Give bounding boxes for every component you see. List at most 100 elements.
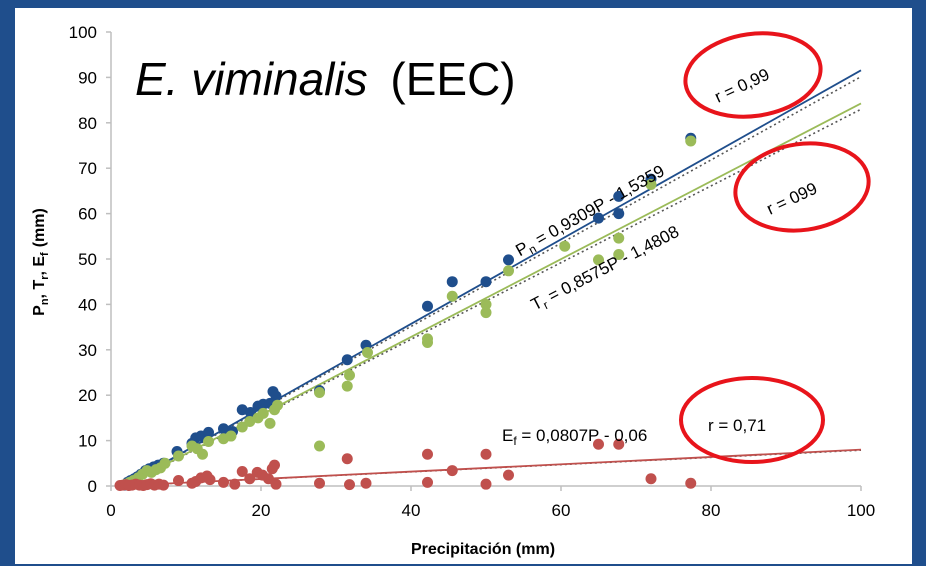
- point-ef: [480, 478, 492, 490]
- point-ef: [218, 476, 229, 488]
- point-tr: [225, 430, 237, 442]
- ylabel-e: E: [31, 256, 48, 267]
- point-pn: [613, 208, 625, 220]
- x-tick-label: 60: [552, 501, 571, 520]
- r-label-ef: r = 0,71: [708, 416, 766, 435]
- point-ef: [314, 477, 325, 489]
- title-species: E. viminalis: [135, 53, 368, 105]
- point-pn: [236, 404, 248, 416]
- y-tick-label: 50: [78, 250, 97, 269]
- point-tr: [685, 135, 697, 147]
- y-tick-label: 40: [78, 295, 97, 314]
- ylabel-unit: (mm): [31, 208, 48, 247]
- y-tick-label: 80: [78, 114, 97, 133]
- y-tick-label: 90: [78, 68, 97, 87]
- point-ef: [645, 473, 657, 485]
- y-axis-title: Pn, Tr, Ef (mm): [31, 208, 51, 316]
- y-tick-label: 70: [78, 159, 97, 178]
- point-pn: [218, 423, 229, 435]
- y-tick-labels: 0 10 20 30 40 50 60 70 80 90 100: [69, 23, 111, 496]
- point-ef: [344, 479, 355, 491]
- point-ef: [270, 478, 282, 490]
- x-tick-label: 80: [702, 501, 721, 520]
- dotted-line-tr: [127, 108, 862, 485]
- point-tr: [314, 386, 325, 398]
- eq-tr-sub: r: [541, 298, 551, 312]
- trendline-ef: [116, 448, 862, 487]
- point-pn: [422, 300, 433, 312]
- point-tr: [362, 347, 373, 359]
- point-tr: [480, 307, 492, 319]
- point-tr: [559, 240, 571, 252]
- eq-ef-post: = 0,0807P - 0,06: [517, 426, 648, 445]
- point-tr: [244, 416, 256, 428]
- point-tr: [314, 440, 325, 452]
- point-pn: [203, 426, 214, 438]
- point-ef: [360, 477, 372, 489]
- point-ef: [204, 474, 216, 486]
- point-tr: [257, 407, 269, 419]
- point-pn: [480, 276, 492, 288]
- point-ef: [422, 476, 433, 488]
- x-tick-labels: 0 20 40 60 80 100: [106, 486, 875, 520]
- point-tr: [593, 254, 604, 266]
- point-tr: [446, 290, 458, 302]
- ylabel-t: T: [31, 280, 48, 290]
- r-label-pn: r = 0,99: [712, 65, 773, 107]
- point-pn: [593, 212, 604, 224]
- x-axis-title: Precipitación (mm): [411, 541, 555, 558]
- point-tr: [341, 380, 353, 392]
- point-tr: [613, 248, 625, 260]
- ylabel-p-sub: n: [39, 298, 51, 305]
- title-site: (EEC): [390, 53, 515, 105]
- point-ef: [422, 448, 433, 460]
- y-tick-label: 10: [78, 432, 97, 451]
- x-tick-label: 0: [106, 501, 115, 520]
- highlight-ellipse: [679, 376, 825, 464]
- equation-ef: Ef = 0,0807P - 0,06: [502, 426, 647, 448]
- point-tr: [480, 298, 492, 310]
- point-tr: [613, 232, 625, 244]
- point-tr: [264, 417, 276, 429]
- point-pn: [341, 354, 353, 366]
- point-ef: [158, 479, 169, 491]
- y-tick-label: 60: [78, 205, 97, 224]
- ylabel-sep-1: ,: [31, 290, 48, 299]
- point-ef: [244, 473, 256, 485]
- point-ef: [685, 477, 697, 489]
- trendline-pn: [122, 69, 862, 487]
- point-tr: [173, 450, 184, 462]
- chart-title: E. viminalis (EEC): [135, 53, 516, 105]
- ylabel-t-sub: r: [39, 275, 51, 280]
- point-tr: [159, 457, 171, 469]
- r-label-tr: r = 099: [764, 179, 820, 219]
- point-pn: [270, 390, 282, 402]
- eq-ef-pre: E: [502, 426, 513, 445]
- y-tick-label: 20: [78, 386, 97, 405]
- highlight-ellipse: [683, 31, 823, 119]
- y-tick-label: 0: [88, 477, 97, 496]
- point-tr: [422, 333, 433, 345]
- point-ef: [173, 475, 184, 487]
- point-ef: [613, 438, 625, 450]
- point-pn: [503, 254, 514, 266]
- point-pn: [446, 276, 458, 288]
- highlight-ellipse: [733, 141, 871, 233]
- data-points: [114, 132, 697, 492]
- y-tick-label: 30: [78, 341, 97, 360]
- point-tr: [203, 436, 214, 448]
- x-tick-label: 100: [847, 501, 875, 520]
- ylabel-e-sub: f: [39, 252, 51, 256]
- x-tick-label: 40: [402, 501, 421, 520]
- point-ef: [446, 465, 458, 477]
- y-tick-label: 100: [69, 23, 97, 42]
- point-ef: [269, 459, 280, 471]
- point-tr: [503, 265, 514, 277]
- ylabel-sep-2: ,: [31, 267, 48, 276]
- point-ef: [480, 448, 492, 460]
- point-ef: [236, 465, 248, 477]
- point-pn: [613, 190, 625, 202]
- point-ef: [503, 469, 514, 481]
- r-highlight-ellipses: [679, 31, 871, 464]
